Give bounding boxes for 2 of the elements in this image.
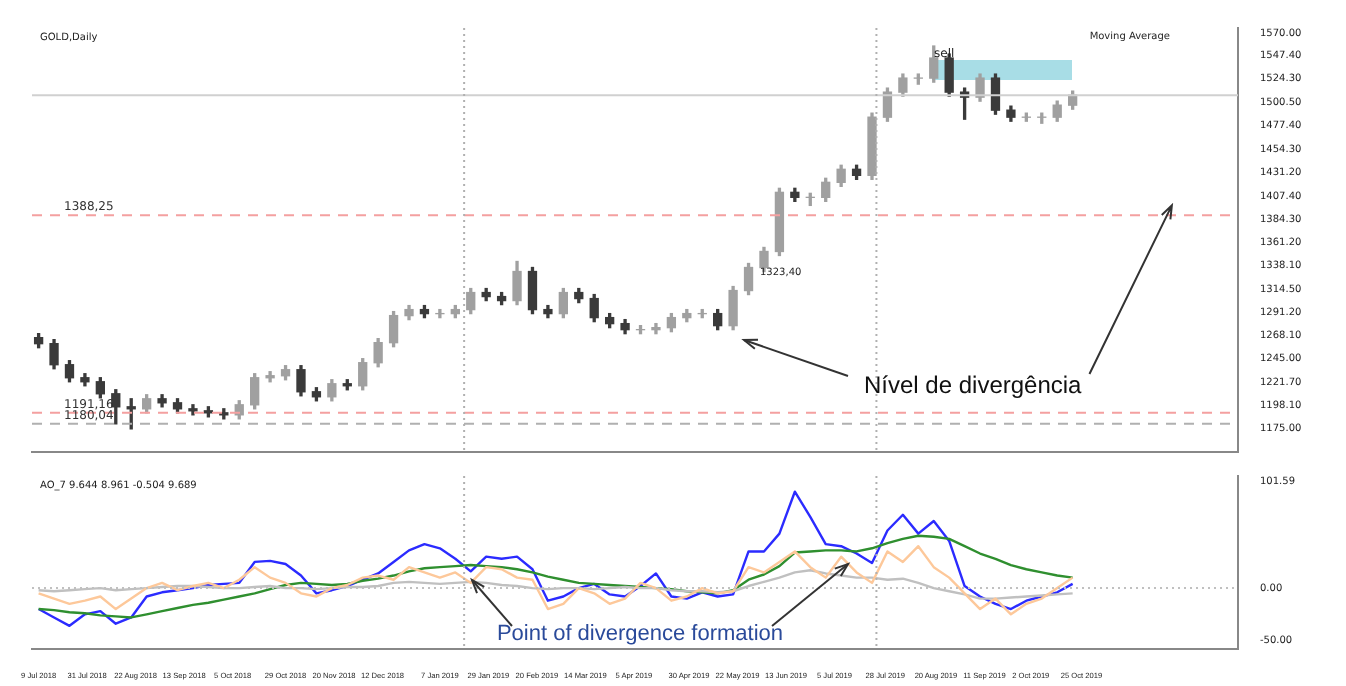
annotation: Point of divergence formation bbox=[496, 622, 784, 647]
annotation: Nível de divergência bbox=[864, 370, 1083, 399]
